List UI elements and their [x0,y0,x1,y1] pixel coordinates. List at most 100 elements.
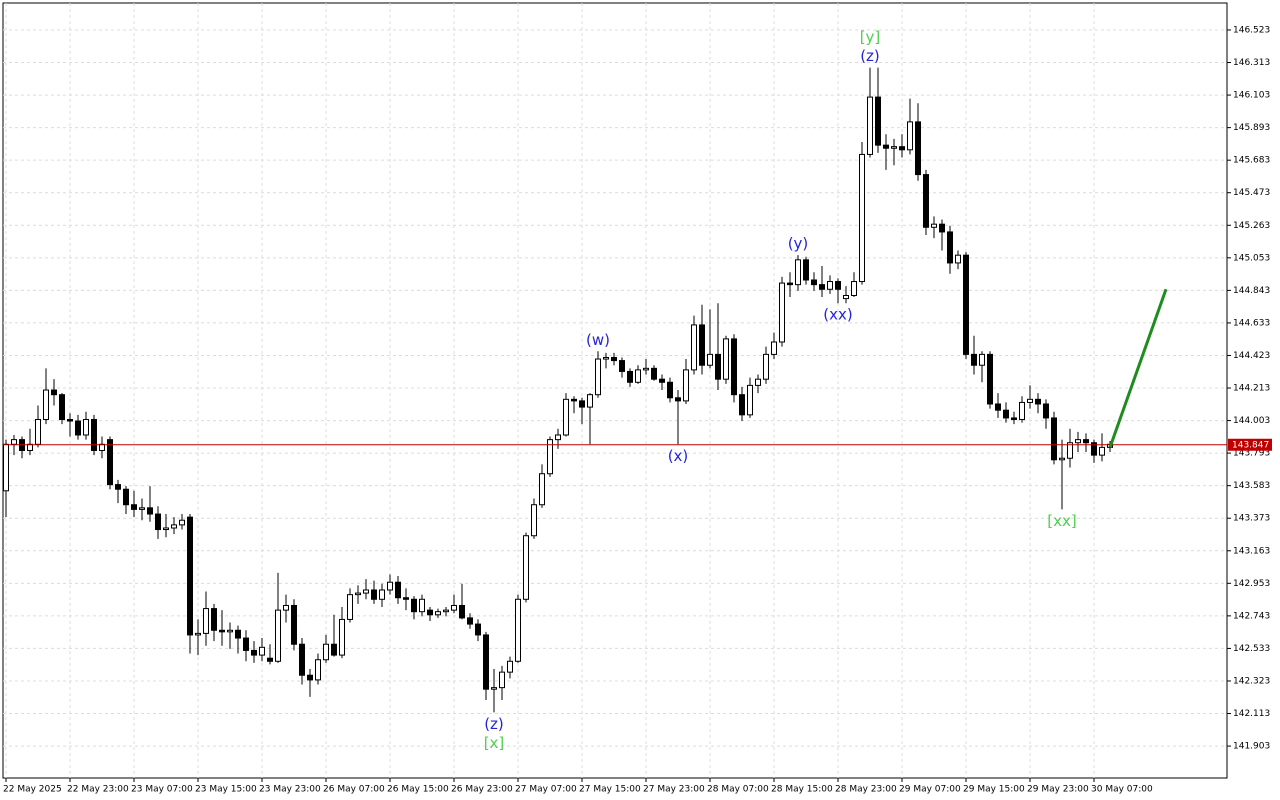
candle-body [91,418,97,451]
candle-body [555,434,561,441]
x-tick-label: 27 May 23:00 [643,785,705,795]
y-tick-label: 144.843 [1233,286,1270,296]
candle-body [1051,417,1057,461]
y-tick-label: 142.113 [1233,709,1270,719]
candle-body [987,353,993,405]
candle-body [259,646,265,656]
candle-body [547,439,553,475]
candle-body [451,604,457,611]
candle-body [779,282,785,343]
wave-label: (xx) [823,306,852,324]
candle-body [1003,409,1009,419]
candle-body [219,629,225,633]
candle-body [699,324,705,366]
y-tick-label: 146.313 [1233,58,1270,68]
y-tick-label: 143.793 [1233,449,1270,459]
candle-body [371,589,377,600]
candle-body [867,96,873,155]
candle-body [171,524,177,529]
candle-body [59,394,65,420]
candle-body [11,439,17,445]
candle-body [1011,417,1017,420]
candle-body [811,279,817,286]
candle-body [1099,446,1105,456]
candle-body [179,519,185,526]
candle-body [235,629,241,639]
candle-body [75,420,81,436]
candle-body [83,418,89,436]
candle-body [587,394,593,408]
candle-body [35,418,41,445]
candle-body [483,634,489,690]
x-tick-label: 23 May 15:00 [195,785,257,795]
candle-body [891,146,897,149]
plot-frame [2,2,1228,779]
candle-body [651,367,657,380]
candle-body [211,608,217,631]
x-tick-label: 26 May 23:00 [451,785,513,795]
y-tick-label: 144.003 [1233,416,1270,426]
candle-body [603,356,609,360]
x-tick-label: 28 May 23:00 [835,785,897,795]
candle-body [363,589,369,594]
wave-label: (z) [484,715,504,733]
candle-body [763,353,769,380]
candle-body [1043,403,1049,419]
candle-body [507,660,513,673]
candle-body [1027,398,1033,403]
candle-body [731,338,737,396]
candle-body [427,609,433,616]
candle-body [931,223,937,228]
candle-body [915,121,921,176]
y-tick-label: 146.103 [1233,91,1270,101]
candle-body [1067,442,1073,459]
x-tick-label: 27 May 07:00 [515,785,577,795]
candle-body [459,604,465,619]
candle-body [51,389,57,396]
x-tick-label: 26 May 15:00 [387,785,449,795]
candle-body [995,403,1001,411]
y-tick-label: 144.633 [1233,318,1270,328]
candle-body [795,259,801,286]
wave-label: [xx] [1047,512,1076,530]
candle-body [3,443,9,492]
candle-body [883,144,889,149]
y-tick-label: 144.213 [1233,384,1270,394]
x-tick-label: 30 May 07:00 [1091,785,1153,795]
candle-body [331,643,337,656]
candle-body [675,397,681,402]
candle-body [835,281,841,290]
candle-body [299,643,305,676]
candle-body [147,507,153,515]
y-tick-label: 143.163 [1233,546,1270,556]
candle-body [227,629,233,633]
candle-body [563,398,569,436]
candle-body [619,360,625,372]
candle-body [43,389,49,420]
candle-body [395,581,401,599]
candle-body [443,609,449,613]
candle-body [819,284,825,290]
candle-body [491,687,497,690]
x-tick-label: 23 May 23:00 [259,785,321,795]
candle-body [827,281,833,290]
candle-body [419,598,425,613]
candle-body [667,381,673,399]
candle-body [611,356,617,362]
candle-body [195,632,201,636]
candle-body [747,384,753,416]
candle-body [339,618,345,656]
wave-label: (w) [586,331,610,349]
wave-label: (y) [788,235,809,253]
y-tick-label: 142.743 [1233,611,1270,621]
candle-body [347,594,353,620]
candle-body [691,324,697,371]
wave-label: (z) [860,47,880,65]
candle-body [723,338,729,380]
candle-body [315,659,321,681]
y-tick-label: 145.683 [1233,156,1270,166]
y-tick-label: 146.523 [1233,25,1270,35]
candle-body [771,341,777,355]
candle-body [947,231,953,264]
